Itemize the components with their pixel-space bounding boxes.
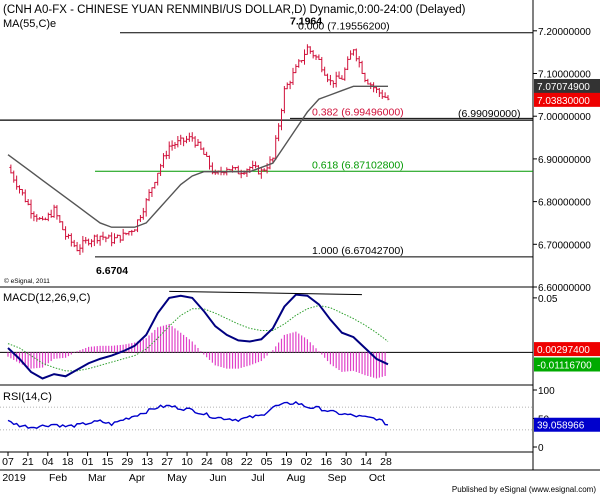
price-tick-label: 6.80000000 <box>538 198 591 209</box>
axis-labels: 7.20000000 7.10000000 7.00000000 6.90000000… <box>2 27 600 484</box>
x-month-label: Jul <box>251 472 264 484</box>
x-month-label: 2019 <box>2 472 26 484</box>
ma-value-text: 7.07074900 <box>537 82 590 93</box>
x-tick-day: 30 <box>340 456 352 468</box>
price-tick-label: 7.10000000 <box>538 70 591 81</box>
fib-label-0: 0.000 (7.19556200) <box>298 21 390 33</box>
macd-value-text: -0.01116700 <box>537 360 592 371</box>
macd-panel: MACD(12,26,9,C) <box>0 290 533 380</box>
price-tick-label: 6.60000000 <box>538 283 591 294</box>
x-month-label: Mar <box>88 472 107 484</box>
fib-label-1: 0.382 (6.99496000) <box>312 106 404 118</box>
fib-label-3: 1.000 (6.67042700) <box>312 245 404 257</box>
x-month-label: May <box>167 472 188 484</box>
x-tick-day: 07 <box>2 456 14 468</box>
signal-value-text: 0.00297400 <box>537 345 590 356</box>
annotation-low: 6.6704 <box>96 265 128 277</box>
x-tick-day: 10 <box>181 456 193 468</box>
close-value-text: 7.03830000 <box>537 96 590 107</box>
x-month-label: Jun <box>210 472 227 484</box>
footer-published: Published by eSignal (www.esignal.com) <box>452 485 596 494</box>
x-month-label: Apr <box>129 472 146 484</box>
x-month-label: Aug <box>287 472 306 484</box>
rsi-panel: RSI(14,C) <box>0 391 533 431</box>
ma-label: MA(55,C)e <box>3 18 56 30</box>
x-tick-day: 19 <box>281 456 293 468</box>
x-tick-day: 05 <box>261 456 273 468</box>
rsi-tick-label: 100 <box>538 386 555 397</box>
signal-line <box>7 304 389 372</box>
x-tick-day: 04 <box>42 456 54 468</box>
x-tick-day: 21 <box>22 456 34 468</box>
x-tick-day: 29 <box>122 456 134 468</box>
annotation-high: 7.1964 <box>290 15 322 27</box>
macd-value-badge <box>534 357 600 372</box>
rsi-label: RSI(14,C) <box>3 391 52 403</box>
x-tick-day: 24 <box>201 456 213 468</box>
x-tick-day: 18 <box>62 456 74 468</box>
price-panel: 0.000 (7.19556200) 0.382 (6.99496000) 0.61… <box>0 15 533 277</box>
x-month-label: Sep <box>328 472 347 484</box>
x-tick-day: 02 <box>301 456 313 468</box>
rsi-value-text: 39.058966 <box>537 421 585 432</box>
price-tick-label: 7.00000000 <box>538 112 591 123</box>
copyright: © eSignal, 2011 <box>4 277 50 285</box>
close-value-badge <box>534 92 600 107</box>
x-tick-day: 16 <box>320 456 332 468</box>
x-tick-day: 14 <box>360 456 372 468</box>
x-tick-day: 08 <box>221 456 233 468</box>
x-tick-day: 28 <box>380 456 392 468</box>
x-tick-day: 15 <box>102 456 114 468</box>
x-tick-day: 13 <box>141 456 153 468</box>
price-tick-label: 6.70000000 <box>538 240 591 251</box>
macd-trend-line <box>169 290 362 296</box>
x-tick-day: 01 <box>82 456 94 468</box>
x-tick-day: 27 <box>161 456 173 468</box>
x-tick-day: 22 <box>241 456 253 468</box>
macd-tick-label: 0.05 <box>538 294 558 305</box>
x-month-label: Feb <box>49 472 67 484</box>
support-label: (6.99090000) <box>458 108 520 120</box>
price-tick-label: 7.20000000 <box>538 27 591 38</box>
rsi-value-badge <box>534 417 600 432</box>
signal-value-badge <box>534 342 600 357</box>
ma-value-badge <box>534 78 600 93</box>
macd-label: MACD(12,26,9,C) <box>3 292 90 304</box>
macd-line <box>7 293 389 380</box>
fib-label-2: 0.618 (6.87102800) <box>312 159 404 171</box>
ma-line <box>7 85 388 228</box>
rsi-tick-label: 0 <box>538 443 544 454</box>
rsi-line <box>7 401 389 429</box>
price-tick-label: 6.90000000 <box>538 155 591 166</box>
chart-title: (CNH A0-FX - CHINESE YUAN RENMINBI/US DO… <box>3 4 466 16</box>
x-month-label: Oct <box>369 472 385 484</box>
